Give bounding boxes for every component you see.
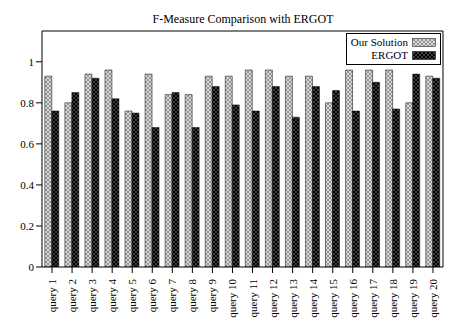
html-text:F-Measure Comparison with ERGO: F-Measure Comparison with ERGOT xyxy=(152,12,334,26)
html-text:ERGOT: ERGOT xyxy=(371,49,408,61)
html-text:Our Solution: Our Solution xyxy=(350,36,408,48)
svg-text:1: 1 xyxy=(29,56,35,68)
svg-text:query 4: query 4 xyxy=(106,279,118,313)
svg-text:query 3: query 3 xyxy=(86,279,98,313)
svg-text:query 10: query 10 xyxy=(226,279,238,318)
svg-text:query 14: query 14 xyxy=(307,279,319,318)
svg-text:query 9: query 9 xyxy=(206,279,218,313)
svg-text:query 11: query 11 xyxy=(247,279,259,317)
svg-text:0.6: 0.6 xyxy=(20,138,34,150)
svg-text:query 1: query 1 xyxy=(46,279,58,312)
svg-text:query 13: query 13 xyxy=(287,279,299,318)
svg-text:query 2: query 2 xyxy=(66,279,78,312)
svg-text:0: 0 xyxy=(29,261,35,273)
svg-text:query 12: query 12 xyxy=(267,279,279,318)
svg-text:0.4: 0.4 xyxy=(20,179,34,191)
svg-text:query 16: query 16 xyxy=(347,279,359,318)
svg-text:0.2: 0.2 xyxy=(20,220,34,232)
svg-text:query 5: query 5 xyxy=(126,279,138,313)
svg-text:query 20: query 20 xyxy=(427,279,439,318)
svg-text:query 15: query 15 xyxy=(327,279,339,318)
svg-text:query 6: query 6 xyxy=(146,279,158,313)
svg-text:query 17: query 17 xyxy=(367,279,379,318)
svg-text:query 7: query 7 xyxy=(166,279,178,313)
svg-text:query 18: query 18 xyxy=(387,279,399,318)
svg-text:query 8: query 8 xyxy=(186,279,198,313)
svg-text:query 19: query 19 xyxy=(407,279,419,318)
svg-text:0.8: 0.8 xyxy=(20,97,34,109)
